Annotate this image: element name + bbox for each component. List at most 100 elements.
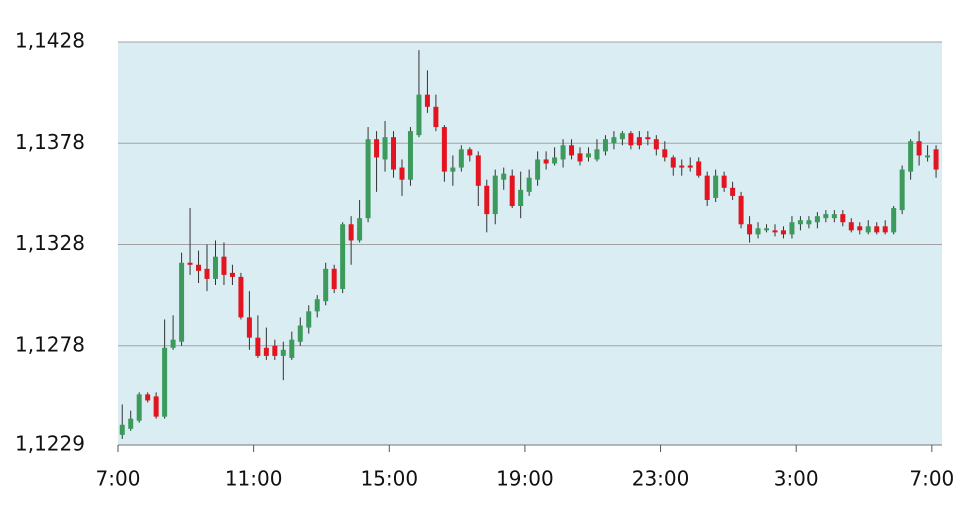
candle-body [424, 94, 430, 107]
candle-body [755, 228, 761, 235]
candle-body [874, 226, 880, 233]
candle-body [162, 347, 168, 417]
candle-body [628, 133, 634, 146]
candle-body [246, 317, 252, 338]
x-tick-label: 7:00 [909, 467, 954, 491]
candle-body [865, 226, 871, 233]
candle-body [696, 161, 702, 176]
candle-body [543, 159, 549, 164]
candle-body [416, 94, 422, 136]
x-tick-label: 15:00 [360, 467, 418, 491]
candle-body [492, 175, 498, 215]
candle-body [382, 137, 388, 160]
candle-body [323, 268, 329, 302]
candle-body [145, 394, 151, 401]
candle-body [153, 396, 159, 417]
candle-body [509, 175, 515, 207]
candle-body [908, 141, 914, 172]
candle-body [916, 141, 922, 156]
candle-body [196, 264, 202, 271]
candle-body [933, 149, 939, 170]
x-tick-label: 19:00 [496, 467, 554, 491]
y-tick-label: 1,1278 [15, 332, 85, 356]
x-tick-label: 23:00 [632, 467, 690, 491]
candle-body [814, 216, 820, 223]
candle-body [357, 218, 363, 241]
candle-body [128, 418, 134, 429]
candle-body [458, 149, 464, 168]
candle-body [365, 139, 371, 219]
candle-body [899, 169, 905, 211]
candle-body [280, 349, 286, 356]
candle-body [670, 157, 676, 168]
candle-body [450, 167, 456, 172]
candle-body [780, 230, 786, 235]
y-tick-label: 1,1229 [15, 432, 85, 456]
candle-body [272, 345, 278, 356]
y-tick-label: 1,1328 [15, 231, 85, 255]
candle-body [467, 149, 473, 156]
candle-body [306, 311, 312, 328]
candle-body [840, 214, 846, 223]
candle-body [577, 153, 583, 162]
candle-body [797, 220, 803, 225]
candle-body [212, 256, 218, 279]
candle-body [882, 226, 888, 233]
candle-body [806, 220, 812, 225]
candle-body [170, 339, 176, 348]
candle-body [433, 106, 439, 128]
candle-body [611, 137, 617, 144]
candle-body [518, 189, 524, 207]
candle-body [187, 262, 193, 265]
plot-area [118, 42, 942, 445]
candle-body [204, 268, 210, 279]
x-tick-label: 11:00 [225, 467, 283, 491]
y-tick-label: 1,1378 [15, 130, 85, 154]
candle-body [526, 177, 532, 192]
candle-body [687, 165, 693, 168]
candle-body [857, 226, 863, 231]
candle-body [721, 175, 727, 188]
candle-body [619, 133, 625, 140]
candle-body [331, 268, 337, 290]
candle-body [238, 276, 244, 318]
candle-body [221, 256, 227, 275]
candle-body [645, 137, 651, 140]
y-tick-label: 1,1428 [15, 29, 85, 53]
candle-body [119, 424, 125, 435]
x-tick-label: 7:00 [96, 467, 141, 491]
candle-body [848, 222, 854, 231]
candle-body [823, 214, 829, 219]
candle-body [399, 167, 405, 180]
candle-body [679, 165, 685, 168]
x-tick-label: 3:00 [774, 467, 819, 491]
candle-body [255, 337, 261, 356]
candle-body [535, 159, 541, 180]
candle-body [789, 222, 795, 235]
candle-body [585, 153, 591, 158]
candle-body [374, 139, 380, 158]
candle-body [229, 272, 235, 277]
candle-body [713, 175, 719, 198]
candle-body [348, 224, 354, 241]
candle-body [484, 185, 490, 215]
candle-body [636, 137, 642, 146]
candle-body [560, 145, 566, 160]
candle-body [391, 137, 397, 170]
candle-body [179, 262, 185, 342]
candle-body [340, 224, 346, 290]
candle-body [501, 173, 507, 180]
candle-body [314, 299, 320, 312]
candle-body [136, 394, 142, 421]
candle-body [475, 155, 481, 186]
candle-body [831, 214, 837, 219]
candle-body [297, 325, 303, 342]
candle-body [263, 347, 269, 356]
candle-body [772, 230, 778, 233]
candle-body [747, 224, 753, 235]
candle-body [764, 228, 770, 231]
candle-body [441, 127, 447, 172]
candle-body [289, 339, 295, 358]
candle-body [653, 139, 659, 150]
